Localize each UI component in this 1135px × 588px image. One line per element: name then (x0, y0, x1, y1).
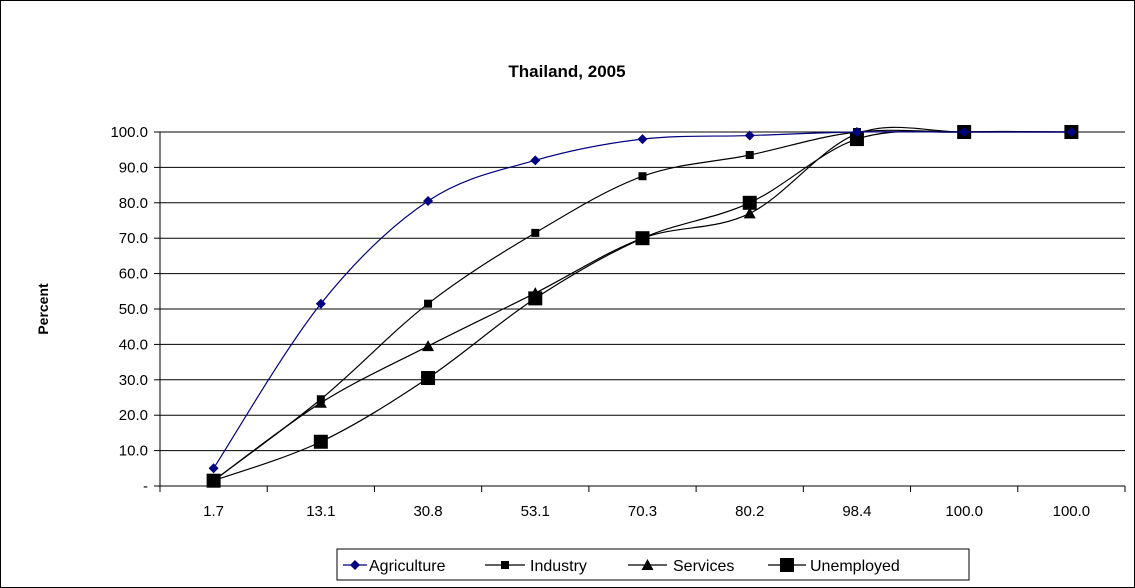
data-point (743, 207, 756, 219)
legend-label: Unemployed (810, 558, 900, 575)
data-point (315, 298, 326, 309)
y-tick-label: 60.0 (119, 266, 148, 283)
x-tick-label: 30.8 (413, 503, 442, 520)
y-tick-label: 10.0 (119, 443, 148, 460)
y-tick-label: - (143, 478, 148, 495)
legend-label: Industry (530, 558, 587, 575)
data-point (316, 395, 325, 404)
y-tick-labels: - 10.0 20.0 30.0 40.0 50.0 60.0 70.0 80.0 90.0 100… (110, 124, 148, 495)
data-point (851, 127, 862, 137)
y-tick-label: 90.0 (119, 159, 148, 176)
x-tick-label: 100.0 (1053, 503, 1091, 520)
y-tick-label: 80.0 (119, 195, 148, 212)
data-point (530, 155, 541, 166)
data-point (744, 130, 755, 141)
data-point (531, 228, 540, 237)
data-point (423, 196, 434, 207)
y-tick-label: 70.0 (119, 230, 148, 247)
y-tick-label: 40.0 (119, 336, 148, 353)
series-line (213, 129, 1072, 482)
y-tick-label: 50.0 (119, 301, 148, 318)
x-tick-label: 13.1 (306, 503, 335, 520)
data-point (422, 340, 435, 352)
legend-marker (641, 559, 654, 570)
series-line (213, 131, 1072, 469)
data-point (421, 371, 436, 386)
legend-label: Services (673, 558, 734, 575)
legend: Agriculture Industry Services Unemployed (336, 548, 970, 581)
data-point (313, 434, 328, 449)
data-point (637, 134, 648, 145)
data-point (636, 232, 649, 244)
chart-title: Thailand, 2005 (508, 62, 625, 81)
y-tick-label: 30.0 (119, 372, 148, 389)
x-tick-label: 1.7 (203, 503, 224, 520)
legend-marker (780, 558, 794, 572)
data-point (1066, 127, 1077, 137)
y-axis-label: Percent (35, 283, 51, 335)
x-tick-label: 100.0 (945, 503, 983, 520)
x-tick-label: 70.3 (628, 503, 657, 520)
legend-marker (350, 560, 360, 570)
data-point (209, 476, 218, 485)
data-point (638, 172, 647, 181)
data-point (208, 463, 219, 474)
data-point (959, 127, 970, 137)
axes (154, 131, 1126, 492)
legend-marker (501, 561, 509, 569)
data-point (745, 151, 754, 160)
y-tick-label: 20.0 (119, 407, 148, 424)
y-tick-label: 100.0 (110, 124, 148, 141)
data-point (529, 287, 542, 299)
x-tick-label: 80.2 (735, 503, 764, 520)
x-tick-label: 98.4 (842, 503, 871, 520)
data-point (424, 299, 433, 308)
x-tick-label: 53.1 (521, 503, 550, 520)
series-group (206, 125, 1079, 488)
legend-label: Agriculture (369, 558, 446, 575)
data-point (742, 195, 757, 210)
x-tick-labels: 1.7 13.1 30.8 53.1 70.3 80.2 98.4 100.0 100.0 (203, 503, 1090, 520)
